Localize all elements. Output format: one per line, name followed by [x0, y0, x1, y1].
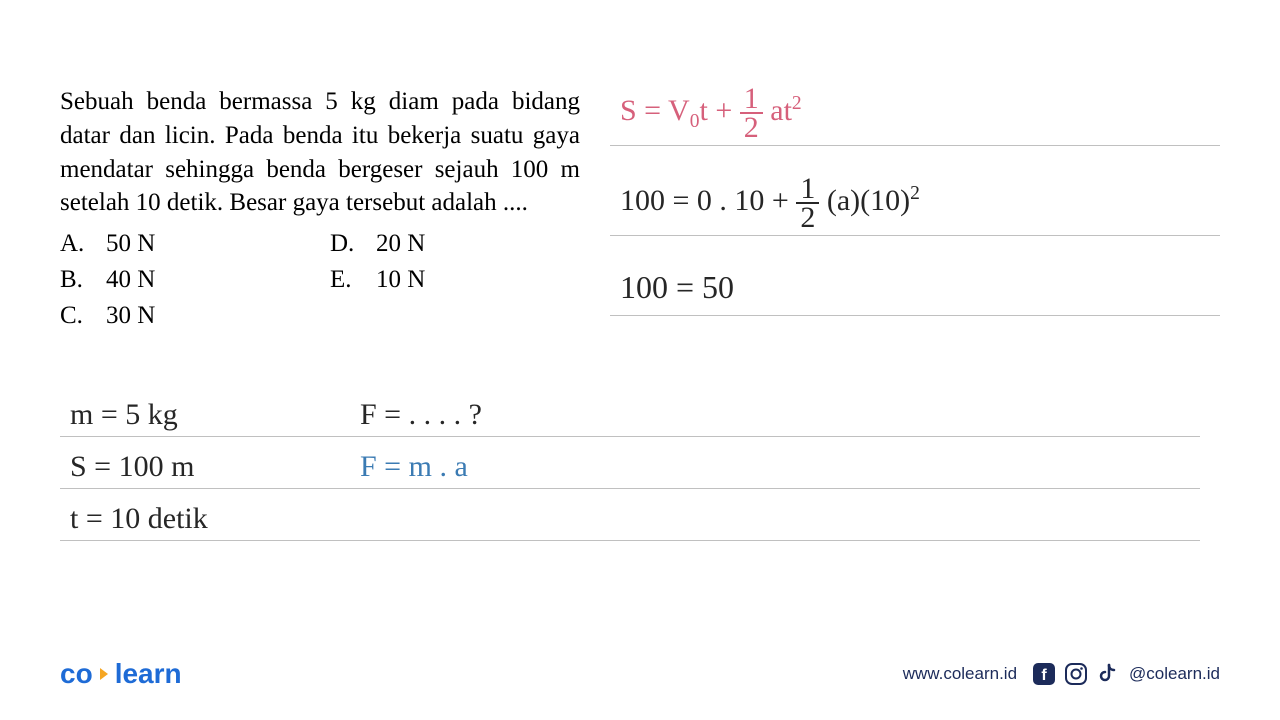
option-label: A.	[60, 230, 88, 258]
ruled-line	[610, 145, 1220, 146]
option-b: B. 40 N	[60, 262, 310, 298]
derived-value: F = . . . . ?	[360, 398, 482, 432]
logo: co learn	[60, 658, 182, 690]
option-label: D.	[330, 230, 358, 258]
ruled-line: m = 5 kg F = . . . . ?	[60, 385, 1200, 437]
logo-arrow-icon	[100, 668, 108, 680]
option-value: 40 N	[106, 266, 155, 294]
ruled-line	[610, 315, 1220, 316]
option-label: E.	[330, 266, 358, 294]
content-area: Sebuah benda bermassa 5 kg diam pada bid…	[0, 0, 1280, 334]
instagram-icon	[1065, 663, 1087, 685]
website-url: www.colearn.id	[903, 664, 1017, 684]
given-value: m = 5 kg	[70, 398, 178, 432]
option-value: 20 N	[376, 230, 425, 258]
ruled-line: S = 100 m F = m . a	[60, 437, 1200, 489]
tiktok-icon	[1097, 663, 1119, 685]
option-c: C. 30 N	[60, 298, 310, 334]
equation-line-2: 100 = 0 . 10 + 12 (a)(10)2	[620, 175, 920, 231]
equation-line-3: 100 = 50	[620, 269, 734, 306]
question-column: Sebuah benda bermassa 5 kg diam pada bid…	[60, 85, 580, 334]
ruled-line: t = 10 detik	[60, 489, 1200, 541]
option-value: 10 N	[376, 266, 425, 294]
option-value: 30 N	[106, 302, 155, 330]
logo-co: co	[60, 658, 93, 690]
social-icons: f @colearn.id	[1033, 663, 1220, 685]
option-label: C.	[60, 302, 88, 330]
logo-learn: learn	[115, 658, 182, 690]
question-text: Sebuah benda bermassa 5 kg diam pada bid…	[60, 85, 580, 220]
svg-text:f: f	[1041, 667, 1047, 684]
option-label: B.	[60, 266, 88, 294]
handwriting-area: m = 5 kg F = . . . . ? S = 100 m F = m . a t…	[60, 385, 1200, 541]
given-value: t = 10 detik	[70, 502, 208, 536]
option-value: 50 N	[106, 230, 155, 258]
ruled-line	[610, 235, 1220, 236]
footer: co learn www.colearn.id f @colearn.id	[60, 658, 1220, 690]
work-column-right: S = V0t + 12 at2 100 = 0 . 10 + 12 (a)(10…	[610, 85, 1220, 334]
social-handle: @colearn.id	[1129, 664, 1220, 684]
option-d: D. 20 N	[330, 226, 580, 262]
facebook-icon: f	[1033, 663, 1055, 685]
option-e: E. 10 N	[330, 262, 580, 298]
derived-value: F = m . a	[360, 450, 468, 484]
options-grid: A. 50 N D. 20 N B. 40 N E. 10 N C. 30 N	[60, 226, 580, 334]
equation-line-1: S = V0t + 12 at2	[620, 85, 802, 141]
footer-right: www.colearn.id f @colearn.id	[903, 663, 1220, 685]
option-a: A. 50 N	[60, 226, 310, 262]
given-value: S = 100 m	[70, 450, 194, 484]
